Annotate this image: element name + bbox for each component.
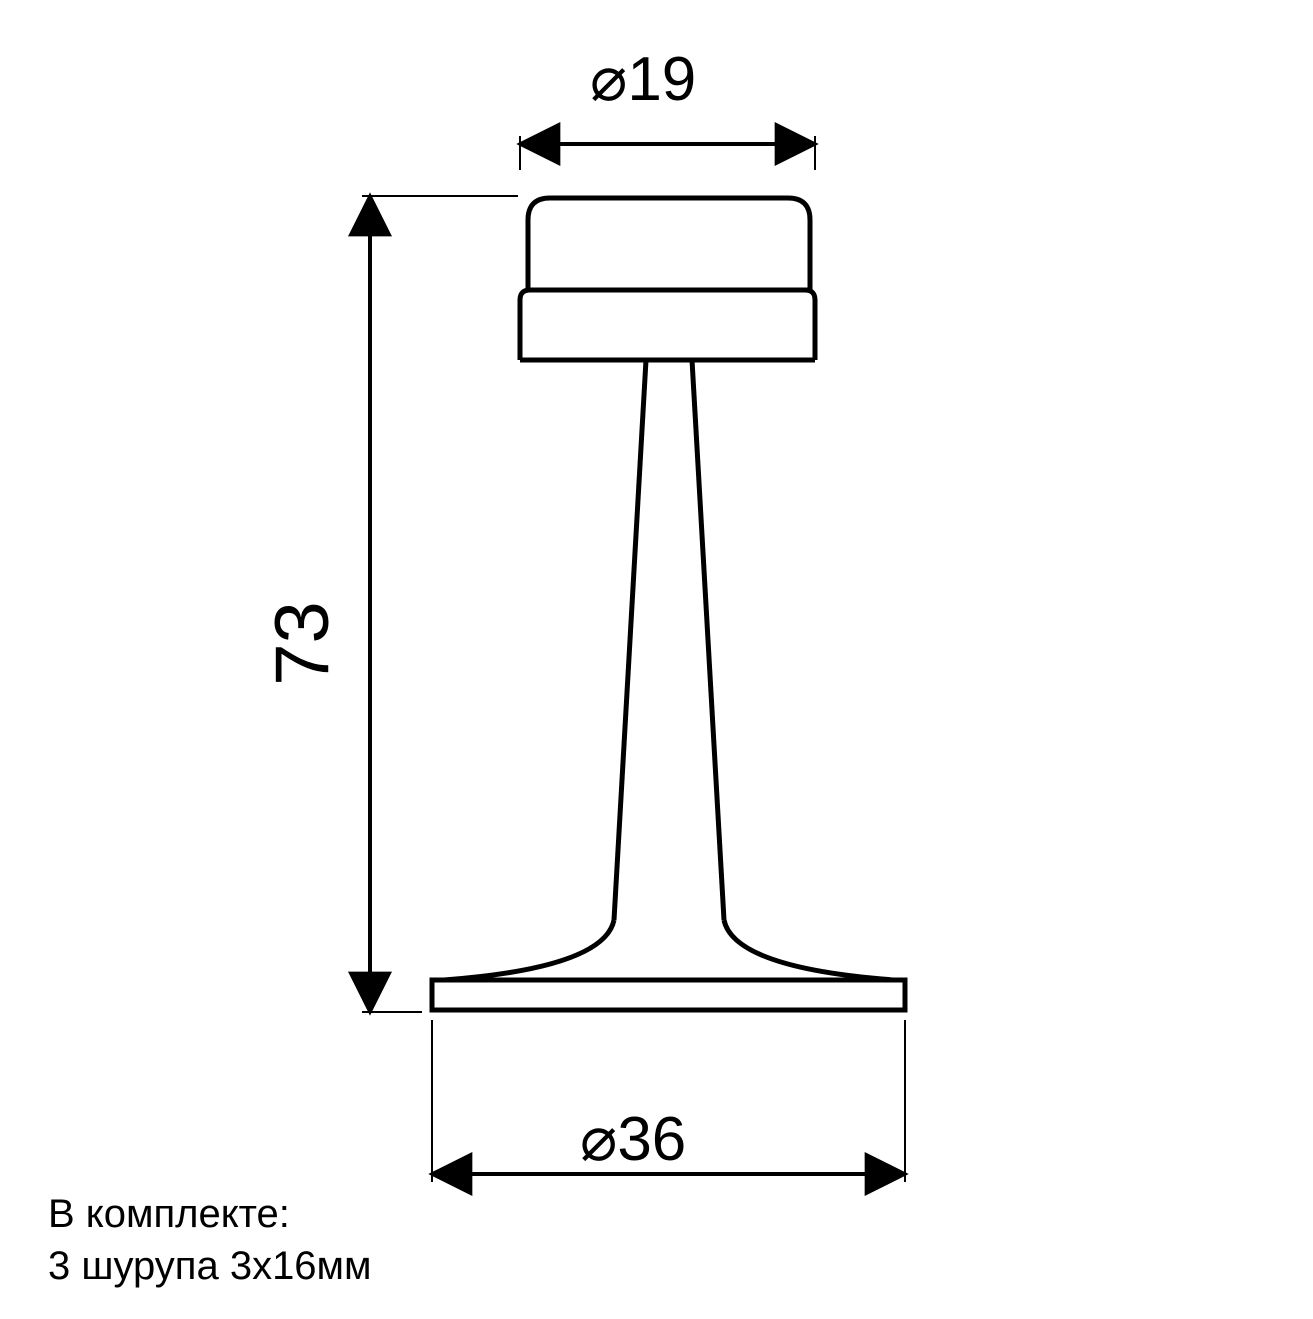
included-note: В комплекте: 3 шурупа 3х16мм [48, 1188, 372, 1292]
dim-base-diameter: ⌀36 [580, 1102, 686, 1175]
note-line2: 3 шурупа 3х16мм [48, 1240, 372, 1292]
diagram-canvas: ⌀19 73 ⌀36 В комплекте: 3 шурупа 3х16мм [0, 0, 1313, 1314]
dim-height: 73 [259, 601, 346, 686]
note-line1: В комплекте: [48, 1188, 372, 1240]
dim-top-diameter: ⌀19 [590, 42, 696, 115]
